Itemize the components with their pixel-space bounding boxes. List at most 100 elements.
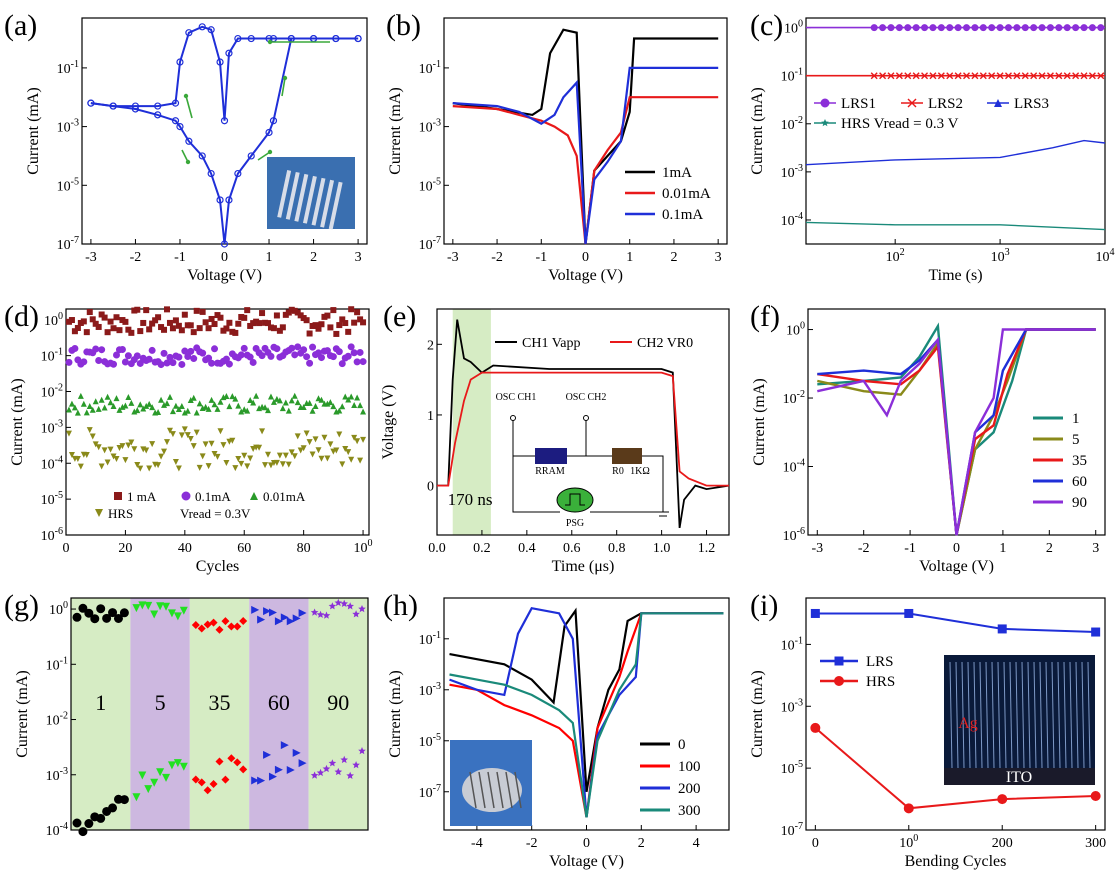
data-point — [157, 361, 165, 369]
x-tick-label: 1.2 — [698, 541, 716, 556]
hrs-point — [96, 813, 106, 823]
x-tick-label: 3 — [715, 250, 722, 265]
data-point — [190, 394, 197, 401]
band-label: 90 — [327, 690, 349, 715]
tick-base: 10 — [41, 350, 55, 365]
data-point — [1038, 24, 1046, 32]
data-point — [354, 394, 361, 401]
data-point — [107, 399, 114, 406]
data-point — [1030, 24, 1038, 32]
y-axis-label: Current (mA) — [14, 670, 31, 758]
data-point — [121, 358, 129, 366]
data-point — [181, 311, 188, 318]
data-point — [155, 408, 162, 415]
tick-base: 10 — [57, 62, 71, 77]
legend-label: LRS1 — [841, 96, 876, 112]
tick-exp: -5 — [433, 176, 441, 187]
circuit-label: OSC CH2 — [566, 392, 607, 403]
data-point — [83, 409, 90, 416]
data-point — [161, 326, 168, 333]
plot-frame — [70, 597, 369, 831]
data-point — [234, 34, 242, 43]
data-point — [232, 465, 239, 472]
x-tick-label: 1 — [999, 541, 1006, 556]
data-point — [265, 320, 271, 327]
legend-label: 100 — [678, 759, 701, 775]
data-point — [122, 402, 129, 409]
data-point — [190, 443, 197, 450]
data-point — [979, 72, 987, 80]
data-point — [128, 399, 135, 406]
data-point — [327, 324, 334, 331]
tick-exp: -6 — [55, 526, 63, 537]
y-tick-label: 10-1 — [781, 635, 803, 653]
data-point — [172, 459, 179, 466]
lrs-point — [298, 609, 307, 618]
x-axis-label: Time (s) — [928, 267, 982, 284]
data-point — [294, 433, 301, 440]
data-point — [312, 322, 319, 329]
iv-curve — [449, 612, 724, 818]
data-point — [282, 452, 289, 459]
data-point — [315, 325, 322, 332]
data-point — [89, 433, 96, 440]
data-point — [259, 310, 266, 317]
panel-letter: (b) — [386, 9, 421, 42]
lrs-point — [346, 602, 354, 610]
data-point — [329, 353, 337, 361]
tick-exp: -7 — [433, 783, 441, 794]
data-point — [270, 398, 277, 405]
data-point — [169, 408, 176, 415]
data-point — [95, 444, 102, 451]
data-point — [164, 439, 170, 446]
data-point — [74, 409, 81, 416]
data-point — [344, 352, 352, 360]
y-tick-label: 10-4 — [46, 821, 68, 839]
data-point — [270, 325, 277, 332]
hrs-point — [346, 771, 354, 779]
x-tick-label: 1.0 — [653, 541, 671, 556]
tick-base: 10 — [41, 457, 55, 472]
data-point — [92, 398, 99, 405]
data-point — [979, 24, 987, 32]
x-tick-label: 0 — [63, 541, 70, 556]
data-point — [155, 462, 162, 469]
data-point — [1004, 24, 1012, 32]
lrs-point — [352, 610, 360, 618]
hrs-point — [310, 771, 319, 779]
data-point — [937, 72, 945, 80]
hrs-point — [286, 765, 295, 774]
data-point — [303, 353, 311, 361]
panel-letter: (e) — [383, 300, 416, 333]
fiber-streak — [955, 661, 959, 769]
lrs-point — [274, 617, 283, 626]
data-point — [86, 403, 93, 410]
hrs-point — [251, 776, 260, 785]
hrs-point — [215, 757, 224, 766]
lrs-point — [286, 617, 295, 626]
data-point — [158, 453, 165, 460]
tick-base: 10 — [1095, 250, 1109, 265]
data-point — [166, 427, 173, 434]
data-point — [92, 441, 99, 448]
data-point — [300, 404, 307, 411]
tick-exp: -1 — [795, 635, 803, 646]
data-point — [149, 320, 156, 327]
data-point — [273, 459, 280, 466]
data-point — [276, 452, 283, 459]
data-point — [1072, 24, 1080, 32]
data-point — [68, 452, 75, 459]
y-tick-label: 0 — [427, 480, 434, 495]
x-tick-label: 0 — [583, 836, 590, 851]
y-tick-label: 10-7 — [57, 235, 79, 253]
probe-terminal — [583, 415, 589, 421]
iv-curve — [449, 607, 724, 792]
x-tick-label: 60 — [237, 541, 251, 556]
y-tick-label: 10-1 — [57, 59, 79, 77]
data-point — [205, 325, 212, 332]
tick-base: 10 — [781, 118, 795, 133]
electrode-stripe — [505, 771, 513, 809]
data-point — [253, 392, 260, 399]
data-point — [87, 99, 95, 107]
